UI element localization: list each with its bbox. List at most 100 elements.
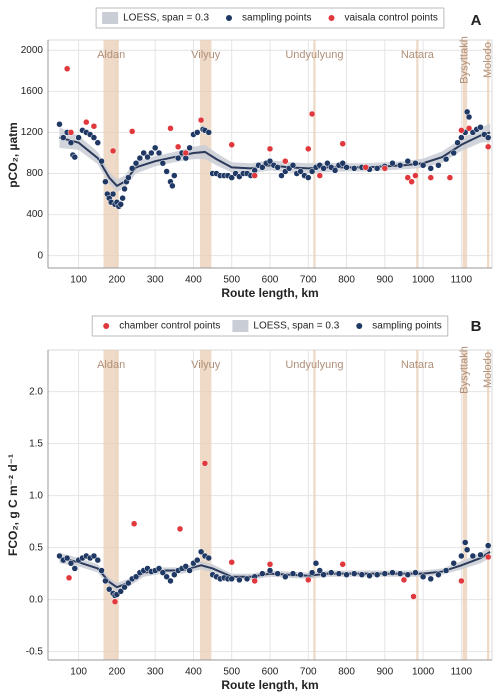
data-point (236, 576, 243, 584)
data-point (289, 162, 297, 169)
data-point (278, 172, 285, 179)
data-point (266, 561, 274, 568)
data-point (228, 141, 235, 149)
data-point (63, 554, 71, 562)
river-band (103, 350, 119, 660)
data-point (396, 570, 404, 577)
river-label: Undyulyung (285, 49, 343, 61)
data-point (305, 576, 312, 584)
data-point (446, 174, 454, 181)
data-point (155, 149, 163, 157)
x-tick-label: 600 (262, 275, 279, 286)
x-tick-label: 300 (147, 667, 164, 678)
data-point (373, 571, 381, 578)
data-point (259, 570, 266, 577)
data-point (412, 569, 419, 576)
data-point (316, 567, 324, 574)
legend: LOESS, span = 0.3 sampling points vaisala … (95, 7, 445, 29)
river-label: Natara (401, 359, 435, 371)
data-point (151, 144, 159, 152)
data-point (98, 157, 105, 165)
data-point (458, 127, 465, 134)
legend-label: LOESS, span = 0.3 (123, 13, 209, 24)
data-point (381, 165, 389, 172)
data-point (463, 546, 471, 553)
data-point (63, 65, 71, 73)
legend-label: vaisala control points (344, 13, 437, 24)
x-tick-label: 700 (300, 667, 317, 678)
data-point (182, 563, 190, 570)
y-tick-label: 800 (26, 168, 43, 179)
data-point (335, 570, 343, 577)
data-point (274, 570, 281, 577)
legend-label: LOESS, span = 0.3 (253, 321, 339, 332)
x-tick-label: 800 (338, 275, 355, 286)
data-point (174, 143, 182, 151)
river-band (313, 40, 316, 268)
data-point (163, 168, 170, 175)
legend-swatch (232, 320, 249, 332)
data-point (159, 569, 167, 576)
data-point (419, 573, 427, 581)
data-point (484, 134, 492, 141)
data-point (90, 552, 98, 560)
data-point (297, 168, 304, 175)
x-tick-label: 900 (376, 275, 393, 286)
data-point (458, 134, 465, 141)
data-point (56, 120, 63, 128)
data-point (362, 164, 369, 171)
data-point (167, 125, 174, 132)
data-point (358, 571, 366, 578)
data-point (389, 159, 396, 167)
data-point (125, 579, 132, 587)
data-point (197, 116, 205, 124)
x-tick-label: 700 (300, 275, 317, 286)
data-point (194, 556, 201, 564)
data-point (71, 565, 79, 572)
data-point (450, 560, 457, 567)
legend-swatch (226, 15, 233, 21)
data-point (169, 182, 176, 190)
data-point (105, 586, 113, 593)
data-point (404, 571, 412, 578)
data-point (186, 144, 193, 152)
data-point (251, 577, 258, 585)
data-point (339, 561, 346, 568)
data-point (60, 134, 67, 141)
data-point (182, 149, 190, 157)
data-point (316, 172, 324, 179)
data-point (308, 110, 316, 118)
data-point (484, 143, 492, 151)
data-point (389, 569, 396, 576)
data-point (327, 569, 335, 576)
y-tick-label: 1600 (21, 86, 44, 97)
data-point (148, 149, 155, 157)
x-tick-label: 1000 (412, 275, 435, 286)
data-point (176, 525, 184, 533)
x-tick-label: 200 (109, 275, 126, 286)
x-tick-label: 1100 (451, 667, 473, 678)
data-point (282, 157, 289, 165)
data-point (435, 162, 442, 169)
river-label: Undyulyung (285, 359, 343, 371)
data-point (125, 174, 132, 181)
data-point (266, 567, 274, 574)
data-point (282, 573, 289, 581)
data-point (128, 128, 136, 135)
data-point (228, 174, 235, 181)
data-point (56, 552, 63, 560)
data-point (308, 569, 316, 576)
data-point (289, 570, 297, 577)
x-tick-label: 900 (376, 667, 393, 678)
river-band (199, 350, 212, 660)
data-point (75, 134, 82, 141)
data-point (174, 154, 182, 162)
data-point (458, 577, 465, 585)
x-tick-label: 400 (185, 667, 202, 678)
data-point (297, 571, 304, 578)
data-point (90, 134, 98, 141)
river-band (416, 40, 419, 268)
data-point (465, 113, 473, 121)
legend-box (91, 315, 449, 337)
data-point (404, 174, 412, 181)
